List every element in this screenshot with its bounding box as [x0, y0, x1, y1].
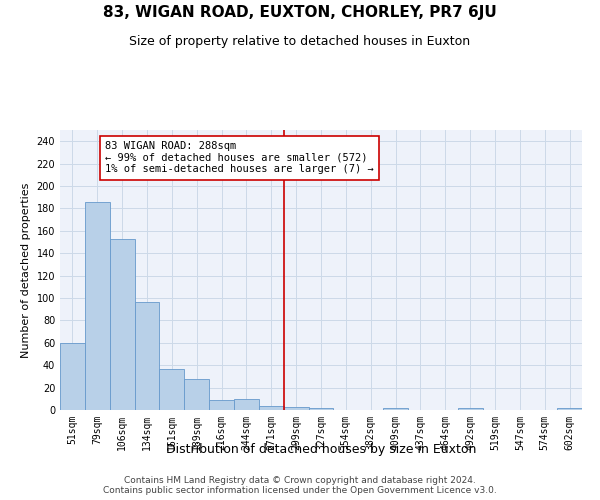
Bar — [209, 400, 234, 410]
Bar — [557, 408, 582, 410]
Bar — [134, 302, 160, 410]
Bar — [308, 408, 334, 410]
Bar — [160, 368, 184, 410]
Bar — [60, 343, 85, 410]
Bar — [458, 408, 482, 410]
Bar — [383, 408, 408, 410]
Bar — [110, 238, 134, 410]
Y-axis label: Number of detached properties: Number of detached properties — [21, 182, 31, 358]
Text: Contains HM Land Registry data © Crown copyright and database right 2024.
Contai: Contains HM Land Registry data © Crown c… — [103, 476, 497, 495]
Bar — [184, 378, 209, 410]
Bar — [259, 406, 284, 410]
Bar — [234, 399, 259, 410]
Bar — [284, 406, 308, 410]
Text: Size of property relative to detached houses in Euxton: Size of property relative to detached ho… — [130, 35, 470, 48]
Bar — [85, 202, 110, 410]
Text: Distribution of detached houses by size in Euxton: Distribution of detached houses by size … — [166, 442, 476, 456]
Text: 83 WIGAN ROAD: 288sqm
← 99% of detached houses are smaller (572)
1% of semi-deta: 83 WIGAN ROAD: 288sqm ← 99% of detached … — [105, 141, 373, 174]
Text: 83, WIGAN ROAD, EUXTON, CHORLEY, PR7 6JU: 83, WIGAN ROAD, EUXTON, CHORLEY, PR7 6JU — [103, 5, 497, 20]
